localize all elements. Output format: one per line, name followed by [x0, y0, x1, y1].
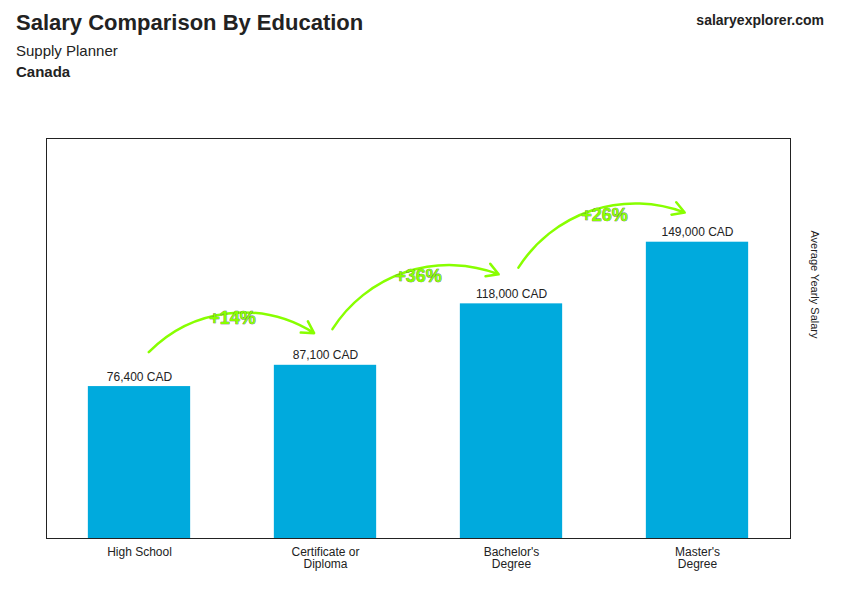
svg-text:Certificate orDiploma: Certificate orDiploma: [291, 545, 359, 571]
svg-text:149,000 CAD: 149,000 CAD: [661, 225, 733, 239]
svg-text:118,000 CAD: 118,000 CAD: [476, 287, 547, 301]
svg-text:+36%: +36%: [395, 266, 442, 286]
svg-text:Average Yearly Salary: Average Yearly Salary: [809, 230, 821, 339]
svg-text:76,400 CAD: 76,400 CAD: [107, 370, 173, 384]
svg-text:Master'sDegree: Master'sDegree: [675, 545, 720, 571]
svg-text:+26%: +26%: [581, 205, 628, 225]
html-text:salaryexplorer.com: salaryexplorer.com: [696, 12, 824, 28]
svg-text:87,100 CAD: 87,100 CAD: [293, 348, 359, 362]
svg-text:High School: High School: [107, 545, 172, 559]
svg-text:Bachelor'sDegree: Bachelor'sDegree: [484, 545, 540, 571]
html-text:Canada: Canada: [16, 63, 71, 80]
html-text:Salary Comparison By Education: Salary Comparison By Education: [16, 10, 364, 35]
svg-text:+14%: +14%: [209, 308, 256, 328]
html-text:Supply Planner: Supply Planner: [16, 42, 118, 59]
